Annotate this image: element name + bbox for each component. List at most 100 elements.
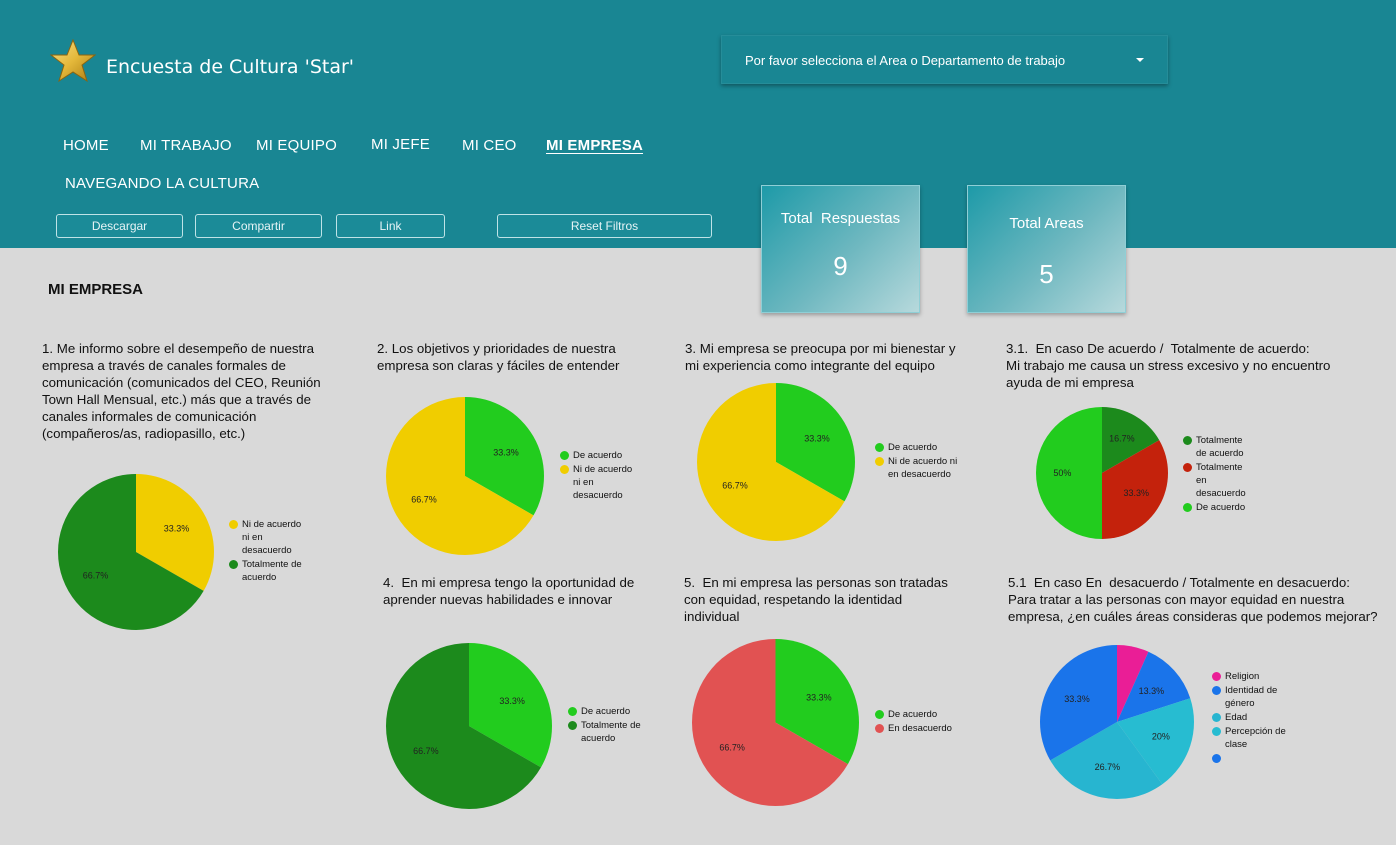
legend-label: Identidad de género <box>1225 685 1278 709</box>
legend-swatch <box>1183 503 1192 512</box>
legend-swatch <box>568 721 577 730</box>
legend-swatch <box>1183 463 1192 472</box>
legend-label: En desacuerdo <box>888 723 952 734</box>
link-button[interactable]: Link <box>336 214 445 238</box>
pie-slice-label: 33.3% <box>493 447 519 457</box>
pie-chart-q3: 33.3% 66.7% <box>697 383 855 541</box>
legend-item[interactable]: Totalmente en desacuerdo <box>1183 461 1246 500</box>
nav-item-mi-empresa[interactable]: MI EMPRESA <box>546 137 644 154</box>
pie-slice <box>775 639 859 765</box>
kpi-value: 5 <box>1039 259 1054 289</box>
caret-down-icon <box>1136 58 1144 62</box>
legend-swatch <box>229 560 238 569</box>
legend-item[interactable]: Religion <box>1212 670 1286 683</box>
pie-slice <box>58 474 204 630</box>
question-5-text: 5. En mi empresa las personas son tratad… <box>684 575 948 624</box>
pie-slice <box>469 643 552 768</box>
legend-item[interactable]: De acuerdo <box>560 449 632 462</box>
legend-swatch <box>875 710 884 719</box>
question-4-text: 4. En mi empresa tengo la oportunidad de… <box>383 575 635 607</box>
legend-swatch <box>875 457 884 466</box>
legend-item[interactable]: De acuerdo <box>875 441 957 454</box>
pie-slice-label: 66.7% <box>719 743 745 753</box>
pie-slice-label: 66.7% <box>411 495 437 505</box>
legend-item[interactable]: Ni de acuerdo ni en desacuerdo <box>560 463 632 502</box>
legend-item[interactable]: Ni de acuerdo ni en desacuerdo <box>875 455 957 481</box>
pie-slice <box>1102 407 1160 473</box>
legend-q3: De acuerdo Ni de acuerdo ni en desacuerdo <box>875 441 957 482</box>
pie-slice <box>465 397 544 516</box>
nav-item-mi-ceo[interactable]: MI CEO <box>462 137 517 154</box>
pie-chart-q5: 33.3% 66.7% <box>692 639 859 806</box>
nav-item-mi-trabajo[interactable]: MI TRABAJO <box>140 137 232 154</box>
legend-swatch <box>875 724 884 733</box>
nav-item-home[interactable]: HOME <box>63 137 109 154</box>
pie-slice-label: 33.3% <box>804 433 830 443</box>
legend-swatch <box>560 451 569 460</box>
pie-slice <box>136 474 214 591</box>
legend-label: De acuerdo <box>888 709 938 720</box>
pie-slice-label: 33.3% <box>499 696 525 706</box>
legend-item[interactable]: De acuerdo <box>1183 501 1246 514</box>
legend-item[interactable]: Totalmente de acuerdo <box>568 719 641 745</box>
legend-label: De acuerdo <box>573 450 623 461</box>
pie-slice <box>1117 698 1194 785</box>
share-button[interactable]: Compartir <box>195 214 322 238</box>
reset-filters-button[interactable]: Reset Filtros <box>497 214 712 238</box>
legend-swatch <box>875 443 884 452</box>
legend-item[interactable] <box>1212 752 1286 765</box>
legend-swatch <box>560 465 569 474</box>
pie-slice-label: 66.7% <box>413 746 439 756</box>
legend-label: De acuerdo <box>1196 502 1246 513</box>
pie-slice-label: 20% <box>1152 731 1170 741</box>
department-select[interactable]: Por favor selecciona el Area o Departame… <box>721 35 1168 84</box>
nav-item-mi-jefe[interactable]: MI JEFE <box>371 136 430 153</box>
pie-slice <box>1117 645 1149 722</box>
pie-slice <box>1050 722 1163 799</box>
legend-item[interactable]: Percepción de clase <box>1212 725 1286 751</box>
pie-slice <box>776 383 855 502</box>
legend-label: Totalmente de acuerdo <box>581 720 641 744</box>
pie-slice-label: 66.7% <box>83 570 109 580</box>
pie-slice-label: 26.7% <box>1095 762 1121 772</box>
legend-swatch <box>1212 727 1221 736</box>
legend-item[interactable]: Totalmente de acuerdo <box>1183 434 1246 460</box>
pie-slice-label: 13.3% <box>1139 686 1165 696</box>
kpi-card-total-respuestas: Total Respuestas 9 <box>761 185 920 313</box>
legend-item[interactable]: Edad <box>1212 711 1286 724</box>
pie-chart-q3-1: 16.7% 33.3% 50% <box>1036 407 1168 539</box>
legend-label: Totalmente en desacuerdo <box>1196 462 1246 499</box>
legend-label: Totalmente de acuerdo <box>1196 435 1244 459</box>
legend-swatch <box>568 707 577 716</box>
pie-chart-q2: 33.3% 66.7% <box>386 397 544 555</box>
pie-slice-label: 50% <box>1053 468 1071 478</box>
legend-label: Ni de acuerdo ni en desacuerdo <box>242 519 302 556</box>
app-title: Encuesta de Cultura 'Star' <box>106 56 355 78</box>
question-3-text: 3. Mi empresa se preocupa por mi bienest… <box>685 341 956 373</box>
legend-q1: Ni de acuerdo ni en desacuerdo Totalmente… <box>229 518 302 585</box>
legend-swatch <box>1212 686 1221 695</box>
pie-slice-label: 16.7% <box>1109 434 1135 444</box>
nav-item-mi-equipo[interactable]: MI EQUIPO <box>256 137 337 154</box>
legend-item[interactable]: Totalmente de acuerdo <box>229 558 302 584</box>
legend-item[interactable]: Ni de acuerdo ni en desacuerdo <box>229 518 302 557</box>
section-title: MI EMPRESA <box>48 281 144 298</box>
legend-label: Percepción de clase <box>1225 726 1286 750</box>
legend-q2: De acuerdo Ni de acuerdo ni en desacuerdo <box>560 449 632 503</box>
pie-slice <box>1117 651 1191 722</box>
kpi-value: 9 <box>833 251 848 281</box>
download-button[interactable]: Descargar <box>56 214 183 238</box>
pie-slice <box>1040 645 1117 761</box>
legend-item[interactable]: De acuerdo <box>568 705 641 718</box>
pie-chart-q4: 33.3% 66.7% <box>386 643 552 809</box>
header-bar: Encuesta de Cultura 'Star' Por favor sel… <box>0 0 1396 248</box>
legend-swatch <box>1212 713 1221 722</box>
legend-item[interactable]: Identidad de género <box>1212 684 1286 710</box>
legend-item[interactable]: En desacuerdo <box>875 722 952 735</box>
star-icon <box>50 39 96 83</box>
question-5-1-text: 5.1 En caso En desacuerdo / Totalmente e… <box>1008 575 1378 624</box>
nav-item-navegando-la-cultura[interactable]: NAVEGANDO LA CULTURA <box>65 175 260 192</box>
pie-slice-label: 66.7% <box>722 481 748 491</box>
legend-label: De acuerdo <box>888 442 938 453</box>
legend-item[interactable]: De acuerdo <box>875 708 952 721</box>
